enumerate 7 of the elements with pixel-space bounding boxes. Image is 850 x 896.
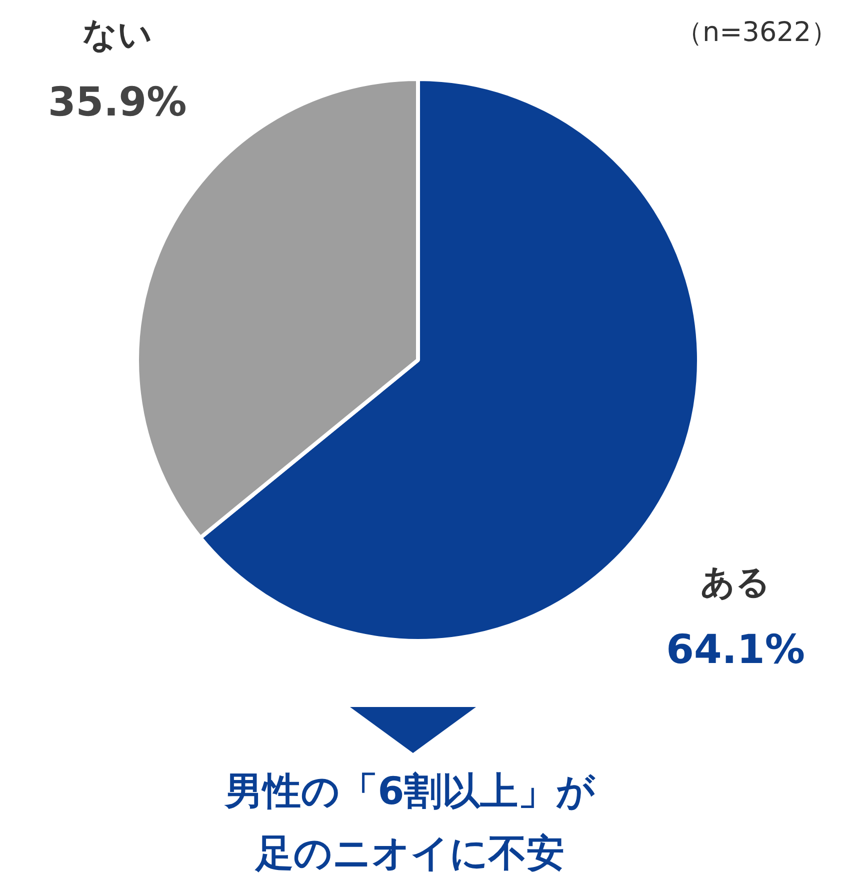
text: 男性の「6割以上」が bbox=[223, 768, 596, 815]
data-label: 64.1% bbox=[666, 627, 805, 674]
slice-label: ない bbox=[82, 14, 152, 55]
slice-label: ある bbox=[700, 562, 771, 603]
text: 足のニオイに不安 bbox=[254, 830, 566, 877]
text: （n=3622） bbox=[676, 16, 838, 50]
data-label: 35.9% bbox=[48, 79, 187, 126]
